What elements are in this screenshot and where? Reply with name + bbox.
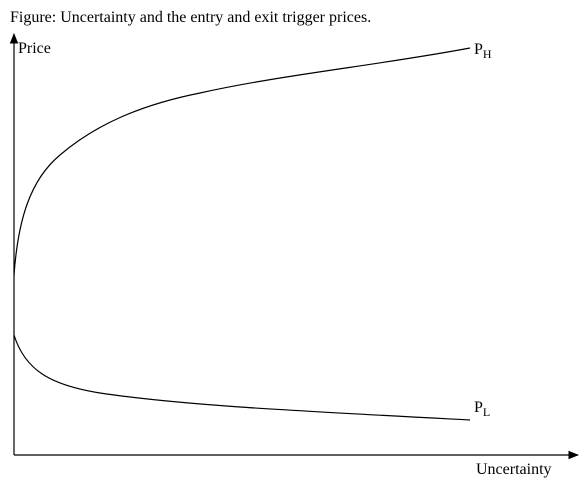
curve-label-main: P [474, 41, 483, 58]
x-axis-label: Uncertainty [476, 461, 552, 478]
curve-label-sub: H [483, 47, 492, 61]
lower-curve [13, 334, 471, 421]
upper-curve [13, 47, 471, 276]
y-axis-label: Price [18, 40, 51, 57]
curve-label: PL [474, 399, 490, 419]
title: Figure: Uncertainty and the entry and ex… [10, 9, 371, 26]
curve-label: PH [474, 41, 492, 61]
curve-label-sub: L [483, 405, 490, 419]
curve-label-main: P [474, 399, 483, 416]
